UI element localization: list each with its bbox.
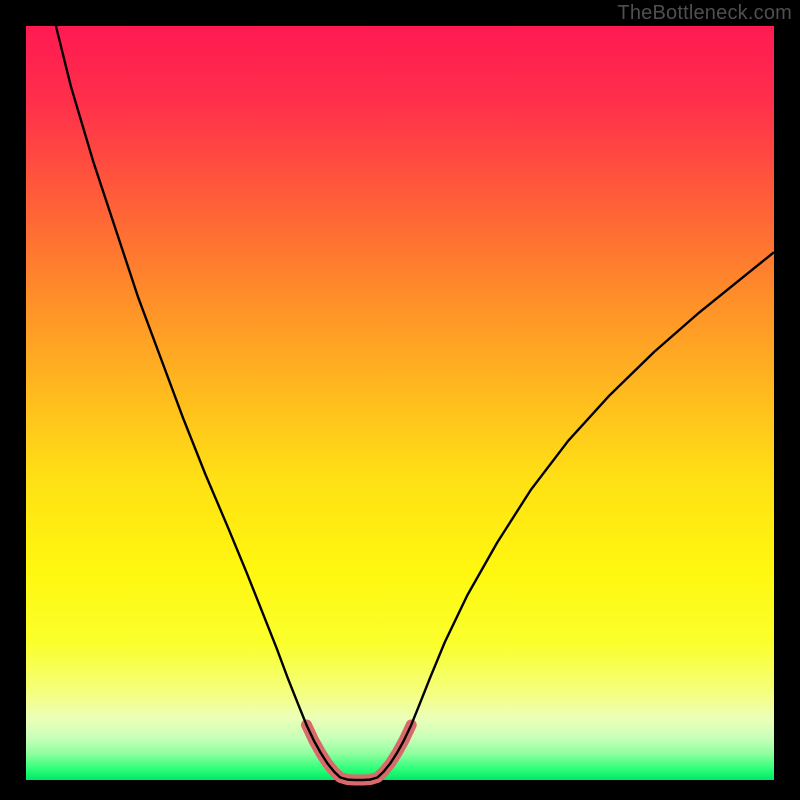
chart-frame: TheBottleneck.com bbox=[0, 0, 800, 800]
watermark-text: TheBottleneck.com bbox=[617, 2, 792, 25]
bottleneck-chart bbox=[0, 0, 800, 800]
